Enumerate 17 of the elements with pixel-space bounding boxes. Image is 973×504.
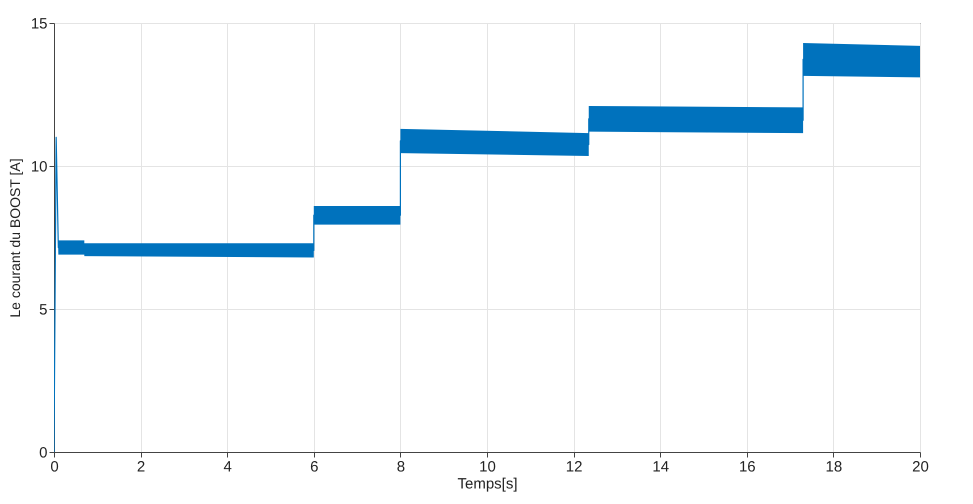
y-tick-label: 5 xyxy=(39,302,48,318)
x-tick-label: 14 xyxy=(652,458,670,476)
x-tick-label: 16 xyxy=(738,458,756,476)
x-tick-label: 2 xyxy=(136,458,146,476)
x-tick-label: 4 xyxy=(224,458,232,476)
y-axis-title: Le courant du BOOST [A] xyxy=(6,158,23,318)
x-tick-label: 8 xyxy=(396,458,406,476)
x-tick-label: 18 xyxy=(826,458,842,476)
x-tick-label: 10 xyxy=(479,458,496,476)
x-axis-title: Temps[s] xyxy=(457,476,518,492)
x-tick-label: 12 xyxy=(566,458,582,476)
x-tick-label: 20 xyxy=(912,458,929,476)
y-tick-label: 15 xyxy=(30,16,48,32)
y-tick-label: 0 xyxy=(39,444,48,462)
x-tick-label: 0 xyxy=(50,458,59,476)
x-tick-label: 6 xyxy=(310,458,318,476)
y-tick-label: 10 xyxy=(30,158,48,176)
